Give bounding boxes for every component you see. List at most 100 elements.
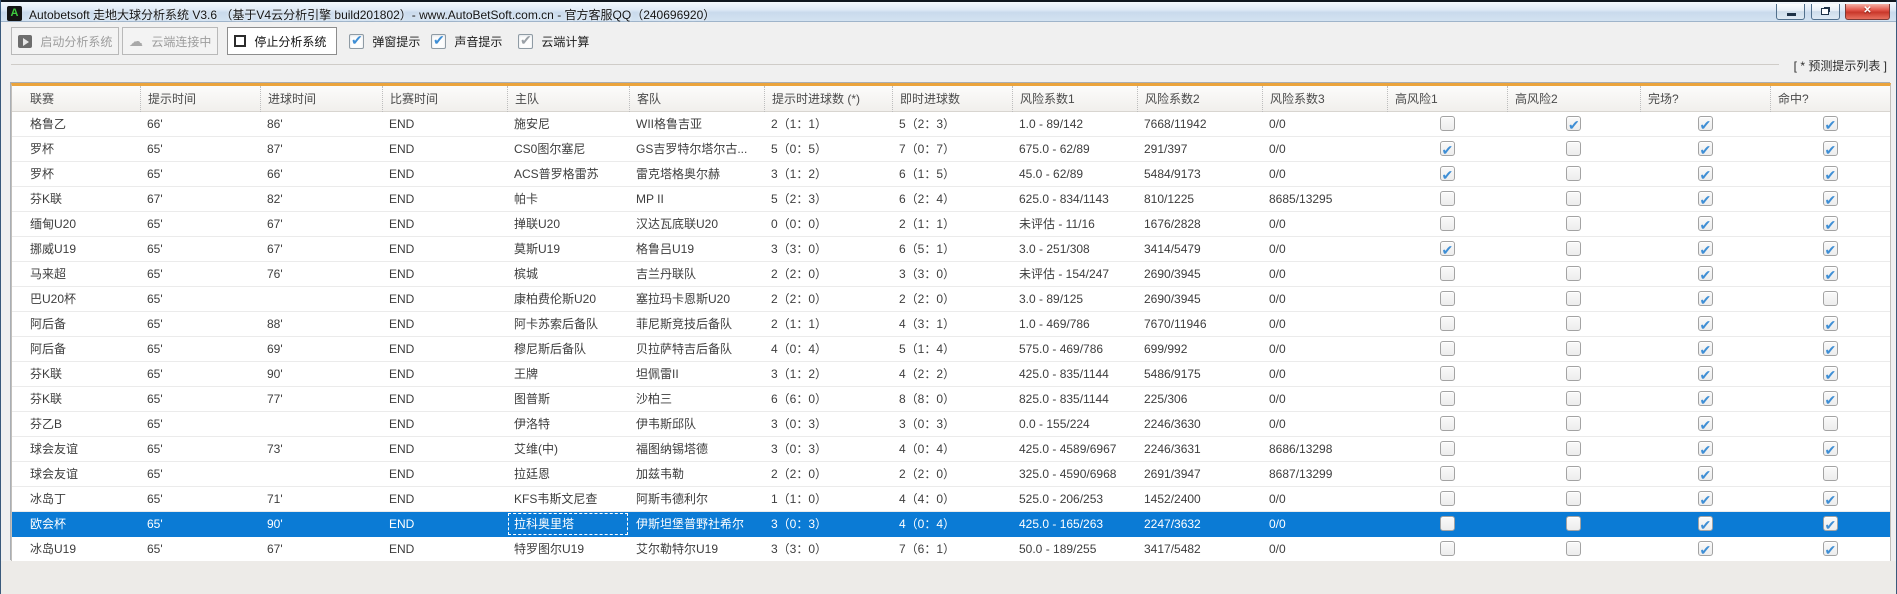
- checkbox-checked-icon[interactable]: [1697, 263, 1713, 286]
- table-row-12[interactable]: 芬K联 65' 77' END 图普斯 沙柏三 6（6：0） 8（8：0） 825.0 - 83…: [12, 387, 1890, 412]
- checkbox-cell[interactable]: [1770, 262, 1890, 286]
- checkbox-checked-icon[interactable]: [1822, 238, 1838, 261]
- checkbox-cell[interactable]: [1507, 487, 1640, 511]
- checkbox-cell[interactable]: [1507, 537, 1640, 561]
- checkbox-unchecked-icon[interactable]: [1566, 416, 1581, 431]
- checkbox-checked-icon[interactable]: [1697, 313, 1713, 336]
- checkbox-checked-icon[interactable]: [1697, 188, 1713, 211]
- checkbox-cell[interactable]: [1387, 287, 1507, 311]
- checkbox-cell[interactable]: [1387, 137, 1507, 161]
- popup-alert-checkbox[interactable]: 弹窗提示: [349, 32, 420, 49]
- checkbox-unchecked-icon[interactable]: [1439, 441, 1455, 456]
- table-row-16[interactable]: 冰岛丁 65' 71' END KFS韦斯文尼查 阿斯韦德利尔 1（1：0） 4（4：0） 52…: [12, 487, 1890, 512]
- checkbox-cell[interactable]: [1387, 112, 1507, 136]
- checkbox-unchecked-icon[interactable]: [1566, 366, 1581, 381]
- checkbox-cell[interactable]: [1770, 487, 1890, 511]
- checkbox-cell[interactable]: [1770, 537, 1890, 561]
- checkbox-cell[interactable]: [1770, 137, 1890, 161]
- table-row-6[interactable]: 挪威U19 65' 67' END 莫斯U19 格鲁吕U19 3（3：0） 6（5：1） 3.0…: [12, 237, 1890, 262]
- checkbox-unchecked-icon[interactable]: [1439, 191, 1455, 206]
- checkbox-cell[interactable]: [1387, 462, 1507, 486]
- checkbox-unchecked-icon[interactable]: [1566, 516, 1581, 531]
- checkbox-cell[interactable]: [1640, 362, 1770, 386]
- checkbox-checked-icon[interactable]: [1439, 238, 1455, 261]
- checkbox-unchecked-icon[interactable]: [1439, 541, 1455, 556]
- checkbox-checked-icon[interactable]: [1822, 138, 1838, 161]
- checkbox-cell[interactable]: [1640, 312, 1770, 336]
- checkbox-cell[interactable]: [1770, 187, 1890, 211]
- column-header-4[interactable]: 比赛时间: [382, 86, 507, 112]
- column-header-10[interactable]: 风险系数2: [1137, 86, 1262, 112]
- checkbox-cell[interactable]: [1507, 387, 1640, 411]
- checkbox-checked-icon[interactable]: [1697, 238, 1713, 261]
- checkbox-cell[interactable]: [1507, 112, 1640, 136]
- sound-alert-checkbox[interactable]: 声音提示: [431, 32, 502, 49]
- checkbox-cell[interactable]: [1640, 487, 1770, 511]
- table-row-5[interactable]: 缅甸U20 65' 67' END 掸联U20 汉达瓦底联U20 0（0：0） 2（1：1） 未…: [12, 212, 1890, 237]
- checkbox-cell[interactable]: [1507, 187, 1640, 211]
- table-row-14[interactable]: 球会友谊 65' 73' END 艾维(中) 福图纳锡塔德 3（0：3） 4（0：4） 425.…: [12, 437, 1890, 462]
- checkbox-cell[interactable]: [1770, 337, 1890, 361]
- checkbox-unchecked-icon[interactable]: [1566, 216, 1581, 231]
- checkbox-checked-icon[interactable]: [1822, 338, 1838, 361]
- table-row-10[interactable]: 阿后备 65' 69' END 穆尼斯后备队 贝拉萨特吉后备队 4（0：4） 5（1：4） 57…: [12, 337, 1890, 362]
- checkbox-checked-icon[interactable]: [1822, 188, 1838, 211]
- checkbox-unchecked-icon[interactable]: [1566, 391, 1581, 406]
- checkbox-cell[interactable]: [1640, 387, 1770, 411]
- checkbox-cell[interactable]: [1640, 237, 1770, 261]
- checkbox-cell[interactable]: [1770, 287, 1890, 311]
- table-row-3[interactable]: 罗杯 65' 66' END ACS普罗格雷苏 雷克塔格奥尔赫 3（1：2） 6（1：5） 45…: [12, 162, 1890, 187]
- checkbox-cell[interactable]: [1640, 462, 1770, 486]
- checkbox-unchecked-icon[interactable]: [1439, 516, 1455, 531]
- column-header-14[interactable]: 完场?: [1640, 86, 1770, 112]
- checkbox-cell[interactable]: [1640, 262, 1770, 286]
- checkbox-unchecked-icon[interactable]: [1439, 266, 1455, 281]
- checkbox-cell[interactable]: [1387, 412, 1507, 436]
- checkbox-checked-icon[interactable]: [1697, 513, 1713, 536]
- checkbox-cell[interactable]: [1387, 162, 1507, 186]
- checkbox-unchecked-icon[interactable]: [1566, 441, 1581, 456]
- checkbox-checked-icon[interactable]: [1697, 163, 1713, 186]
- table-row-17[interactable]: 欧会杯 65' 90' END 拉科奥里塔 伊斯坦堡普野社希尔 3（0：3） 4（0：4） 42…: [12, 512, 1890, 537]
- checkbox-unchecked-icon[interactable]: [1566, 316, 1581, 331]
- checkbox-cell[interactable]: [1770, 362, 1890, 386]
- checkbox-cell[interactable]: [1387, 387, 1507, 411]
- checkbox-cell[interactable]: [1507, 437, 1640, 461]
- checkbox-checked-icon[interactable]: [1822, 363, 1838, 386]
- checkbox-unchecked-icon[interactable]: [1566, 541, 1581, 556]
- checkbox-cell[interactable]: [1640, 537, 1770, 561]
- cloud-connecting-button[interactable]: ☁ 云端连接中: [122, 27, 218, 55]
- checkbox-checked-icon[interactable]: [1822, 488, 1838, 511]
- checkbox-cell[interactable]: [1507, 137, 1640, 161]
- checkbox-checked-icon[interactable]: [1697, 488, 1713, 511]
- column-header-12[interactable]: 高风险1: [1387, 86, 1507, 112]
- checkbox-unchecked-icon[interactable]: [1822, 466, 1838, 481]
- column-header-15[interactable]: 命中?: [1770, 86, 1890, 112]
- checkbox-unchecked-icon[interactable]: [1822, 416, 1838, 431]
- checkbox-cell[interactable]: [1770, 412, 1890, 436]
- checkbox-checked-icon[interactable]: [1697, 363, 1713, 386]
- table-row-8[interactable]: 巴U20杯 65' END 康柏费伦斯U20 塞拉玛卡恩斯U20 2（2：0） 2（2：0）…: [12, 287, 1890, 312]
- checkbox-cell[interactable]: [1387, 437, 1507, 461]
- checkbox-unchecked-icon[interactable]: [1822, 291, 1838, 306]
- column-header-13[interactable]: 高风险2: [1507, 86, 1640, 112]
- checkbox-checked-icon[interactable]: [1822, 513, 1838, 536]
- checkbox-unchecked-icon[interactable]: [1439, 291, 1455, 306]
- checkbox-checked-icon[interactable]: [1697, 463, 1713, 486]
- column-header-7[interactable]: 提示时进球数 (*): [764, 86, 892, 112]
- checkbox-unchecked-icon[interactable]: [1439, 491, 1455, 506]
- checkbox-cell[interactable]: [1387, 237, 1507, 261]
- checkbox-cell[interactable]: [1387, 362, 1507, 386]
- checkbox-checked-icon[interactable]: [1822, 438, 1838, 461]
- checkbox-checked-icon[interactable]: [1697, 413, 1713, 436]
- checkbox-cell[interactable]: [1770, 162, 1890, 186]
- column-header-1[interactable]: 联赛: [30, 92, 55, 106]
- checkbox-cell[interactable]: [1387, 537, 1507, 561]
- checkbox-checked-icon[interactable]: [1697, 538, 1713, 561]
- checkbox-checked-icon[interactable]: [1697, 213, 1713, 236]
- table-row-4[interactable]: 芬K联 67' 82' END 帕卡 MP II 5（2：3） 6（2：4） 625.0 - 8…: [12, 187, 1890, 212]
- checkbox-cell[interactable]: [1507, 512, 1640, 536]
- checkbox-checked-icon[interactable]: [1697, 288, 1713, 311]
- checkbox-unchecked-icon[interactable]: [1566, 466, 1581, 481]
- checkbox-unchecked-icon[interactable]: [1439, 416, 1455, 431]
